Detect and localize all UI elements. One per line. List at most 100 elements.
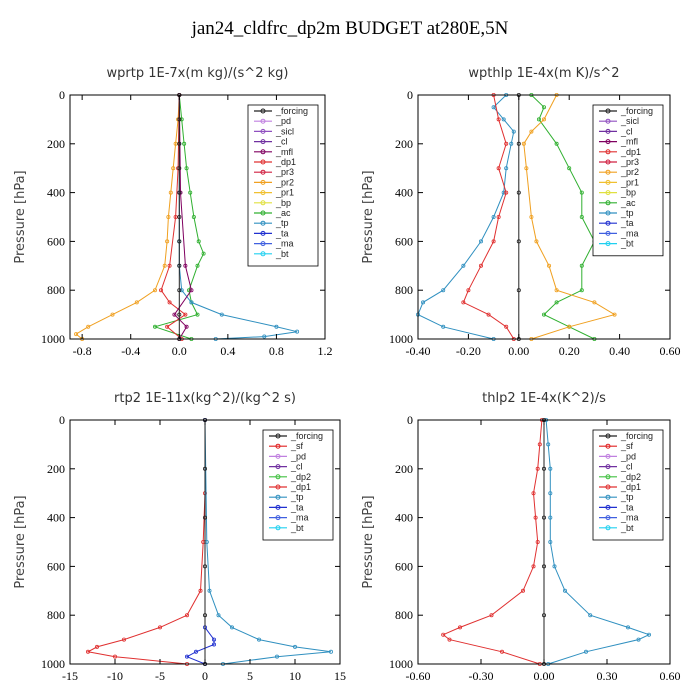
legend-label: _dp2 bbox=[290, 472, 311, 482]
x-tick-label: -0.30 bbox=[469, 669, 494, 683]
figure-title: jan24_cldfrc_dp2m BUDGET at280E,5N bbox=[191, 18, 509, 39]
legend-marker bbox=[260, 200, 266, 206]
legend-label: _ta bbox=[620, 502, 634, 512]
data-point bbox=[579, 288, 584, 293]
data-point bbox=[211, 642, 216, 647]
data-point bbox=[478, 263, 483, 268]
legend-marker bbox=[605, 118, 611, 124]
y-tick-label: 400 bbox=[395, 186, 413, 200]
data-point bbox=[172, 312, 177, 317]
data-point bbox=[579, 214, 584, 219]
data-point bbox=[579, 263, 584, 268]
legend-label: _dp2 bbox=[620, 472, 641, 482]
data-point bbox=[186, 288, 191, 293]
legend-label: _ac bbox=[620, 198, 636, 208]
panel-2: wpthlp 1E-4x(m K)/s^2 Pressure [hPa] -0.40… bbox=[361, 66, 681, 358]
legend-marker bbox=[260, 169, 266, 175]
data-point bbox=[548, 540, 553, 545]
data-point bbox=[647, 632, 652, 637]
data-point bbox=[165, 324, 170, 329]
legend-marker bbox=[605, 241, 611, 247]
legend: _forcing_pd_sicl_cl_mfl_dp1_pr3_pr2_pr1_… bbox=[247, 104, 319, 267]
x-tick-label: 1.2 bbox=[318, 344, 333, 358]
legend-label: _pr1 bbox=[620, 177, 639, 187]
legend-label: _mfl bbox=[275, 147, 293, 157]
data-point bbox=[516, 239, 521, 244]
legend-label: _dp1 bbox=[290, 482, 311, 492]
legend-label: _bt bbox=[290, 523, 304, 533]
x-tick-label: -10 bbox=[107, 669, 123, 683]
y-tick-label: 400 bbox=[47, 511, 65, 525]
data-point bbox=[579, 190, 584, 195]
series-line-pr2 bbox=[523, 94, 616, 340]
legend-label: _cl bbox=[290, 462, 303, 472]
data-point bbox=[110, 312, 115, 317]
data-point bbox=[201, 251, 206, 256]
legend-marker bbox=[605, 443, 611, 449]
y-tick-label: 800 bbox=[47, 283, 65, 297]
y-tick-label: 0 bbox=[59, 88, 65, 102]
data-point bbox=[531, 564, 536, 569]
legend-label: _dp1 bbox=[275, 157, 296, 167]
legend-label: _pr3 bbox=[275, 167, 294, 177]
y-axis-label: Pressure [hPa] bbox=[13, 170, 28, 263]
legend-marker bbox=[260, 139, 266, 145]
data-point bbox=[202, 564, 207, 569]
legend-box bbox=[262, 429, 334, 541]
legend-label: _mfl bbox=[620, 137, 638, 147]
data-point bbox=[489, 613, 494, 618]
y-tick-label: 600 bbox=[395, 559, 413, 573]
data-point bbox=[86, 324, 91, 329]
data-point bbox=[529, 214, 534, 219]
y-tick-label: 400 bbox=[47, 186, 65, 200]
y-tick-label: 1000 bbox=[389, 657, 413, 671]
data-point bbox=[198, 588, 203, 593]
legend-marker bbox=[605, 149, 611, 155]
legend-marker bbox=[605, 179, 611, 185]
data-point bbox=[535, 540, 540, 545]
legend-label: _ma bbox=[290, 513, 309, 523]
y-axis-label: Pressure [hPa] bbox=[361, 495, 376, 588]
data-point bbox=[521, 588, 526, 593]
data-point bbox=[292, 644, 297, 649]
data-point bbox=[167, 300, 172, 305]
legend-marker bbox=[275, 484, 281, 490]
data-point bbox=[542, 515, 547, 520]
legend-label: _ma bbox=[620, 513, 639, 523]
data-point bbox=[262, 334, 267, 339]
legend-marker bbox=[275, 525, 281, 531]
data-point bbox=[202, 613, 207, 618]
legend-label: _forcing bbox=[275, 106, 308, 116]
legend-marker bbox=[605, 494, 611, 500]
data-point bbox=[504, 324, 509, 329]
legend-marker bbox=[605, 139, 611, 145]
data-point bbox=[563, 588, 568, 593]
data-point bbox=[216, 613, 221, 618]
data-point bbox=[183, 312, 188, 317]
legend-label: _bp bbox=[620, 188, 636, 198]
data-point bbox=[177, 117, 182, 122]
legend-marker bbox=[260, 128, 266, 134]
legend-label: _pd bbox=[290, 451, 306, 461]
legend-label: _tp bbox=[275, 218, 289, 228]
data-point bbox=[516, 190, 521, 195]
data-point bbox=[548, 515, 553, 520]
data-point bbox=[202, 515, 207, 520]
panel-title: wpthlp 1E-4x(m K)/s^2 bbox=[468, 66, 619, 81]
data-point bbox=[171, 166, 176, 171]
legend-marker bbox=[275, 504, 281, 510]
data-point bbox=[548, 491, 553, 496]
panel-title: wprtp 1E-7x(m kg)/(s^2 kg) bbox=[107, 66, 289, 81]
legend-marker bbox=[605, 200, 611, 206]
data-point bbox=[177, 288, 182, 293]
legend-label: _cl bbox=[275, 137, 288, 147]
data-point bbox=[328, 649, 333, 654]
y-tick-label: 0 bbox=[407, 88, 413, 102]
data-point bbox=[157, 625, 162, 630]
series-line-dp1 bbox=[86, 420, 206, 665]
legend-label: _bt bbox=[275, 249, 289, 259]
legend-marker bbox=[275, 515, 281, 521]
data-point bbox=[179, 288, 184, 293]
legend-label: _sf bbox=[620, 441, 634, 451]
legend-marker bbox=[260, 220, 266, 226]
